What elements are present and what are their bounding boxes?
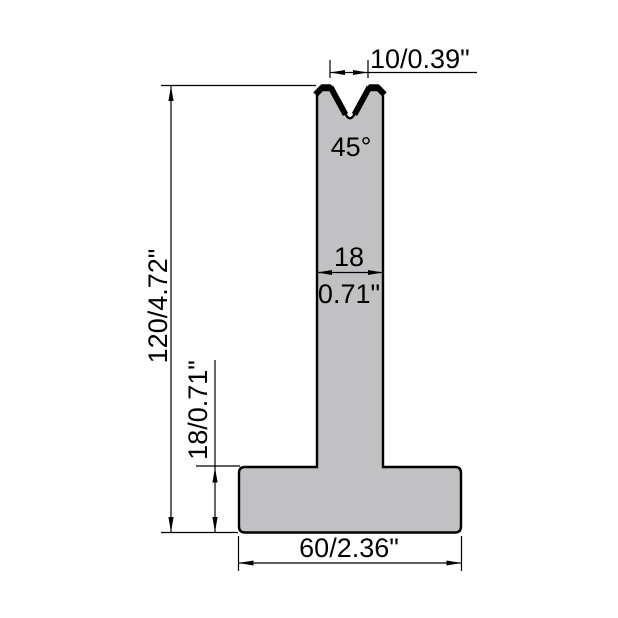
arrowhead-stem-width-left xyxy=(317,270,332,275)
v-groove-hardened-flank-right xyxy=(351,85,373,116)
base-height-label: 18/0.71" xyxy=(183,360,213,460)
arrowhead-base-width-right xyxy=(446,560,462,566)
stem-width-mm-label: 18 xyxy=(334,242,364,272)
arrowhead-v-opening-left xyxy=(330,70,345,75)
arrowhead-total-height-bottom xyxy=(168,517,174,532)
v-opening-label: 10/0.39" xyxy=(370,44,470,74)
stem-width-in-label: 0.71" xyxy=(318,279,380,309)
arrowhead-base-height-bottom xyxy=(212,517,218,532)
die-body xyxy=(237,84,463,534)
arrowhead-total-height-top xyxy=(168,86,174,101)
arrowhead-base-height-top xyxy=(212,467,218,483)
arrowhead-base-width-left xyxy=(238,560,254,566)
base-width-label: 60/2.36" xyxy=(299,533,399,563)
v-angle-label: 45° xyxy=(331,132,372,162)
arrowhead-stem-width-right xyxy=(368,270,383,275)
v-groove-hardened-flank-left xyxy=(327,85,349,116)
arrowhead-v-opening-right xyxy=(353,70,368,75)
total-height-label: 120/4.72" xyxy=(143,249,173,364)
